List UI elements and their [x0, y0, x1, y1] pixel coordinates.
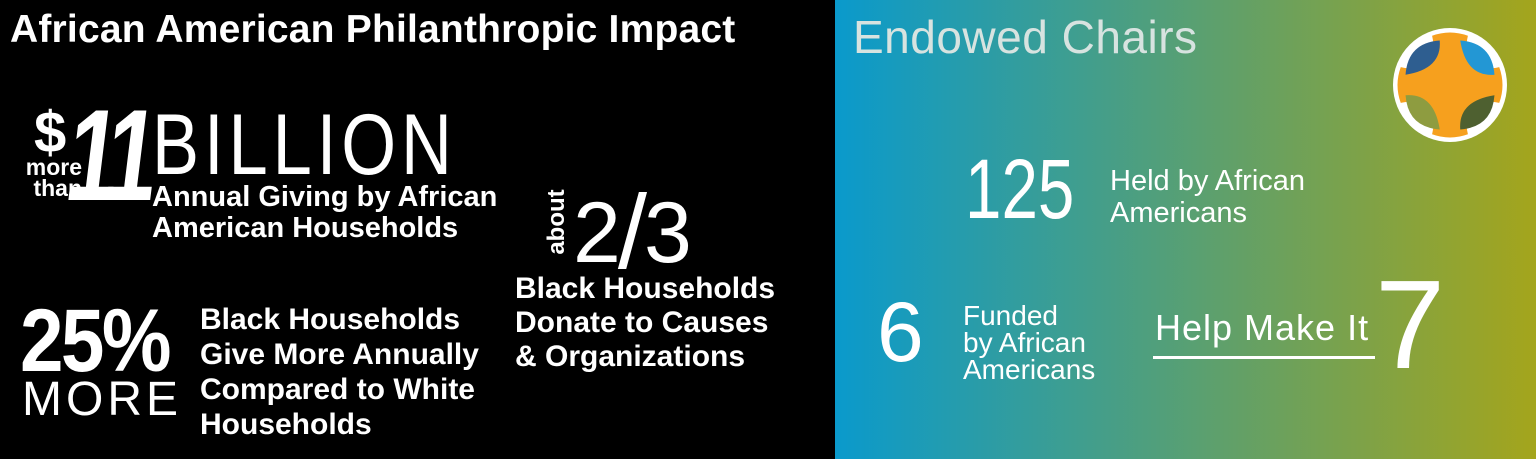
- endowed-panel: Endowed Chairs 125 Held by African Ameri…: [835, 0, 1536, 459]
- billion-value: 11: [59, 82, 159, 228]
- held-label-line1: Held by African: [1110, 165, 1306, 197]
- percent-caption-line4: Households: [200, 408, 372, 441]
- logo-petal-bottom-left-icon: [1405, 95, 1440, 130]
- logo-petal-top-left-icon: [1405, 40, 1440, 75]
- percent-caption-line1: Black Households: [200, 303, 461, 336]
- fraction-caption: Black Households Donate to Causes & Orga…: [515, 272, 775, 374]
- logo-cross: [1397, 32, 1503, 138]
- funded-label-line3: Americans: [963, 354, 1096, 385]
- billion-caption-line1: Annual Giving by African: [152, 181, 498, 213]
- percent-caption-line3: Compared to White: [200, 373, 475, 406]
- four-petal-circle-logo: [1393, 28, 1507, 142]
- percent-value: 25%: [20, 290, 171, 390]
- dollar-sign: $: [34, 100, 67, 165]
- billion-caption: Annual Giving by African American Househ…: [152, 182, 497, 244]
- fraction-slash: /: [617, 174, 647, 292]
- billion-qualifier-line2: than: [33, 175, 82, 201]
- held-value: 125: [965, 142, 1075, 236]
- impact-title: African American Philanthropic Impact: [10, 8, 736, 51]
- percent-caption-line2: Give More Annually: [200, 338, 479, 371]
- impact-panel: African American Philanthropic Impact $ …: [0, 0, 835, 459]
- billion-caption-line2: American Households: [152, 212, 459, 244]
- billion-unit: BILLION: [152, 97, 457, 193]
- fraction-qualifier: about: [543, 189, 570, 255]
- help-make-it-link[interactable]: Help Make It: [1153, 310, 1376, 359]
- logo-petal-top-right-icon: [1460, 40, 1495, 75]
- cta-target-value: 7: [1375, 254, 1446, 395]
- fraction-value: 2/3: [573, 175, 692, 285]
- funded-label: Funded by African Americans: [963, 300, 1096, 385]
- funded-value: 6: [877, 285, 924, 379]
- fraction-caption-line1: Black Households: [515, 272, 776, 305]
- billion-qualifier: more than: [24, 154, 82, 201]
- held-label: Held by African Americans: [1110, 165, 1305, 229]
- billion-qualifier-line1: more: [25, 154, 82, 180]
- fraction-caption-line2: Donate to Causes: [515, 306, 769, 339]
- percent-suffix: MORE: [22, 373, 182, 426]
- held-label-line2: Americans: [1110, 197, 1247, 229]
- funded-label-line1: Funded: [963, 300, 1058, 331]
- fraction-numerator: 2: [573, 185, 621, 281]
- funded-label-line2: by African: [963, 327, 1086, 358]
- fraction-caption-line3: & Organizations: [515, 340, 746, 373]
- fraction-denominator: 3: [644, 185, 692, 281]
- endowed-title: Endowed Chairs: [853, 11, 1198, 63]
- percent-caption: Black Households Give More Annually Comp…: [200, 302, 479, 442]
- logo-petal-bottom-right-icon: [1460, 95, 1495, 130]
